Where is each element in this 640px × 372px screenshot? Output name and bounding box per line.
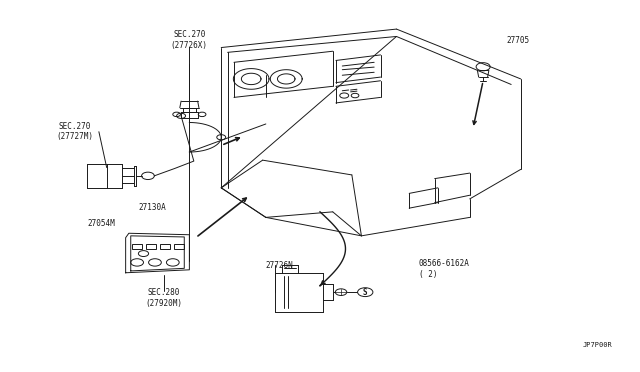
- Text: 08566-6162A
( 2): 08566-6162A ( 2): [419, 259, 470, 279]
- Text: 27726N: 27726N: [266, 261, 294, 270]
- Text: S: S: [363, 288, 367, 296]
- Text: SEC.270
(27727M): SEC.270 (27727M): [56, 122, 93, 141]
- Bar: [132, 244, 141, 249]
- Text: SEC.280
(27920M): SEC.280 (27920M): [145, 288, 182, 308]
- Bar: [146, 244, 156, 249]
- Text: JP7P00R: JP7P00R: [582, 342, 612, 348]
- Text: SEC.270
(27726X): SEC.270 (27726X): [171, 31, 208, 50]
- Bar: [174, 244, 184, 249]
- Text: 27705: 27705: [506, 36, 529, 45]
- Bar: [160, 244, 170, 249]
- Text: 27130A: 27130A: [138, 202, 166, 212]
- Text: 27054M: 27054M: [88, 219, 115, 228]
